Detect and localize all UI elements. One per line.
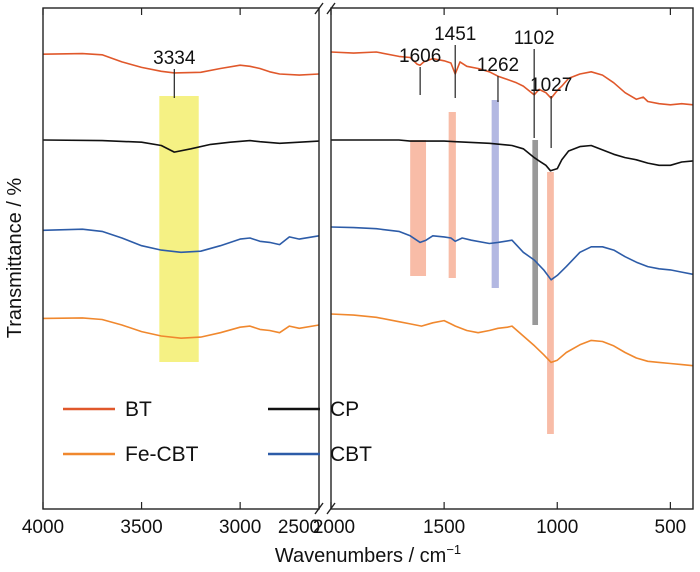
highlight-band-1102 [532, 140, 539, 325]
x-tick-label-4000: 4000 [22, 517, 64, 538]
x-tick-label-1500: 1500 [423, 517, 465, 538]
highlight-band-1606 [410, 140, 427, 276]
x-tick-label-1000: 1000 [536, 517, 578, 538]
peak-label-1027: 1027 [530, 75, 572, 96]
highlight-bands [159, 96, 554, 434]
series-cbt-low [42, 228, 320, 254]
series-cp-high [331, 139, 694, 172]
series-bt-high [330, 51, 694, 106]
legend-label-cbt: CBT [330, 443, 372, 466]
x-axis-label: Wavenumbers / cm−1 [275, 542, 461, 567]
series-bt-low [42, 52, 320, 76]
highlight-band-1027 [547, 172, 554, 434]
left-panel-frame [42, 7, 320, 510]
axis-break-gap [320, 0, 330, 520]
highlight-band-1451 [448, 112, 456, 278]
peak-label-1451: 1451 [434, 24, 476, 45]
peak-label-3334: 3334 [153, 48, 196, 69]
legend: BT CP Fe-CBT CBT [63, 398, 372, 466]
x-tick-label-3000: 3000 [219, 517, 261, 538]
highlight-band-1262 [491, 100, 499, 288]
x-tick-label-2000: 2000 [313, 517, 355, 538]
y-axis-label: Transmittance / % [4, 178, 26, 339]
spectra-curves [42, 51, 694, 367]
x-tick-label-500: 500 [655, 517, 687, 538]
legend-label-bt: BT [125, 398, 152, 421]
highlight-band-3334 [159, 96, 199, 362]
x-tick-label-2500: 2500 [278, 517, 320, 538]
series-fe-cbt-low [42, 317, 320, 339]
series-fe-cbt-high [330, 313, 694, 367]
series-cp-low [42, 139, 320, 153]
x-tick-label-3500: 3500 [120, 517, 162, 538]
series-cbt-high [330, 226, 694, 281]
peak-label-1102: 1102 [514, 28, 555, 49]
right-panel-frame [330, 7, 694, 510]
legend-label-fe-cbt: Fe-CBT [125, 443, 199, 466]
peak-label-1606: 1606 [399, 46, 441, 67]
peak-label-1262: 1262 [477, 55, 519, 76]
legend-label-cp: CP [330, 398, 359, 421]
